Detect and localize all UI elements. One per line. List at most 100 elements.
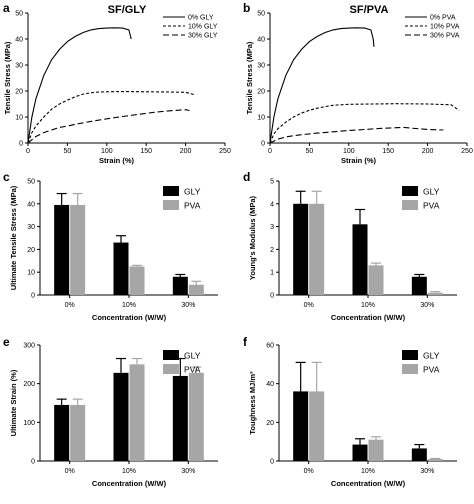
bar-gly-30% <box>411 448 427 461</box>
panel-e: e 0 100 200 300 Ultimate Strain (%) 0% 10% 30% Co… <box>3 335 218 488</box>
x-tick-label: 50 <box>64 148 72 155</box>
x-tick-label: 30% <box>181 468 195 475</box>
y-tick-label: 30 <box>15 63 23 70</box>
y-tick-label: 20 <box>27 247 35 254</box>
bar-gly-0% <box>293 391 309 461</box>
bar-gly-0% <box>54 204 70 295</box>
legend-label: 0% GLY <box>188 15 214 22</box>
legend-label: GLY <box>184 351 201 361</box>
series-line-2 <box>269 103 460 144</box>
y-axis-label: Ultimate Tensile Stress (MPa) <box>9 185 18 290</box>
y-tick-label: 0 <box>19 141 23 148</box>
bar-gly-10% <box>352 444 368 461</box>
y-tick-label: 40 <box>27 201 35 208</box>
bar-pva-10% <box>129 266 145 295</box>
y-tick-label: 30 <box>27 224 35 231</box>
panel-a: a SF/GLY 0 10 20 30 40 50 Tensile Stress (MPa) 0 5… <box>3 1 231 165</box>
series-line-1 <box>27 27 132 144</box>
panel-letter: a <box>3 1 10 15</box>
x-tick-label: 200 <box>180 148 192 155</box>
x-axis-label: Concentration (W/W) <box>331 313 406 322</box>
bar-gly-10% <box>352 224 368 295</box>
y-axis-label: Tensile Stress (MPa) <box>245 41 254 114</box>
x-tick-label: 100 <box>343 148 355 155</box>
panel-d: d 0 1 2 3 4 5 Young's Modulus (MPa) 0% 10% 30% Conc… <box>243 170 457 322</box>
y-tick-label: 60 <box>266 343 274 350</box>
x-tick-label: 10% <box>361 468 375 475</box>
y-tick-label: 10 <box>27 270 35 277</box>
bar-gly-30% <box>411 276 427 295</box>
bar-pva-10% <box>368 265 384 295</box>
y-tick-label: 200 <box>23 381 35 388</box>
series-line-3 <box>269 126 444 144</box>
y-tick-label: 20 <box>15 89 23 96</box>
series-line-2 <box>27 90 196 144</box>
legend-swatch <box>402 200 418 210</box>
legend-label: GLY <box>423 187 440 197</box>
bar-pva-0% <box>70 404 86 461</box>
y-tick-label: 2 <box>270 247 274 254</box>
x-tick-label: 30% <box>420 468 434 475</box>
bar-pva-10% <box>368 439 384 461</box>
y-tick-label: 0 <box>31 293 35 300</box>
bar-pva-0% <box>309 203 325 295</box>
bar-pva-30% <box>188 284 204 295</box>
series-line-3 <box>27 109 190 144</box>
x-tick-label: 0% <box>304 302 314 309</box>
x-tick-label: 200 <box>422 148 434 155</box>
y-tick-label: 40 <box>257 37 265 44</box>
x-tick-label: 0% <box>65 302 75 309</box>
y-tick-label: 20 <box>257 89 265 96</box>
x-tick-label: 30% <box>420 302 434 309</box>
legend-label: 10% PVA <box>430 24 460 31</box>
panel-c: c 0 10 20 30 40 50 Ultimate Tensile Stress (MPa… <box>3 170 218 322</box>
y-axis-label: Toughness MJ/m³ <box>248 371 257 435</box>
legend-swatch <box>163 350 179 360</box>
y-tick-label: 0 <box>31 459 35 466</box>
x-tick-label: 10% <box>122 468 136 475</box>
x-tick-label: 0 <box>268 148 272 155</box>
legend-label: 30% PVA <box>430 33 460 40</box>
chart-title: SF/PVA <box>350 4 389 16</box>
bar-gly-10% <box>113 372 129 461</box>
bar-gly-30% <box>172 375 188 461</box>
legend-swatch <box>163 364 179 374</box>
y-axis-label: Young's Modulus (MPa) <box>248 195 257 280</box>
y-tick-label: 40 <box>266 381 274 388</box>
x-tick-label: 10% <box>122 302 136 309</box>
bar-pva-30% <box>188 372 204 461</box>
x-tick-label: 0% <box>304 468 314 475</box>
y-tick-label: 50 <box>27 179 35 186</box>
legend-label: PVA <box>184 201 201 211</box>
y-tick-label: 3 <box>270 224 274 231</box>
legend-label: PVA <box>184 365 201 375</box>
y-tick-label: 50 <box>15 11 23 18</box>
legend-swatch <box>402 186 418 196</box>
y-tick-label: 1 <box>270 270 274 277</box>
x-axis-label: Concentration (W/W) <box>92 479 167 488</box>
x-tick-label: 0% <box>65 468 75 475</box>
y-tick-label: 0 <box>261 141 265 148</box>
x-tick-label: 30% <box>181 302 195 309</box>
y-tick-label: 300 <box>23 343 35 350</box>
legend-label: GLY <box>184 187 201 197</box>
panel-letter: f <box>243 335 248 349</box>
y-tick-label: 10 <box>257 115 265 122</box>
bar-pva-30% <box>427 292 443 295</box>
legend-swatch <box>402 350 418 360</box>
legend-label: PVA <box>423 201 440 211</box>
x-axis-label: Strain (%) <box>341 156 377 165</box>
y-tick-label: 0 <box>270 459 274 466</box>
x-axis-label: Concentration (W/W) <box>92 313 167 322</box>
x-tick-label: 150 <box>382 148 394 155</box>
y-axis-label: Tensile Stress (MPa) <box>3 41 12 114</box>
y-tick-label: 5 <box>270 179 274 186</box>
panel-letter: b <box>243 1 250 15</box>
x-axis-label: Concentration (W/W) <box>331 479 406 488</box>
chart-title: SF/GLY <box>108 4 147 16</box>
bar-pva-10% <box>129 364 145 461</box>
x-tick-label: 100 <box>101 148 113 155</box>
legend-swatch <box>163 186 179 196</box>
x-tick-label: 10% <box>361 302 375 309</box>
